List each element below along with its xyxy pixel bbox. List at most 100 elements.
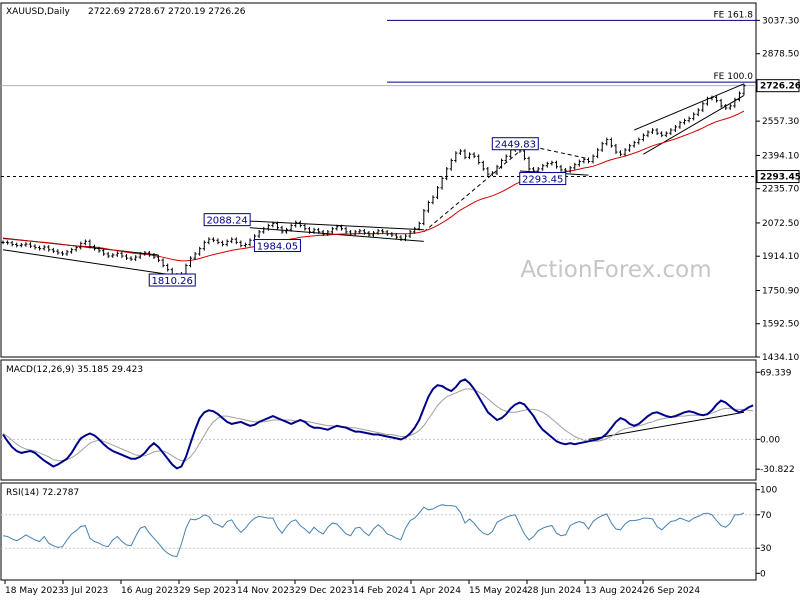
price-bar <box>623 148 627 157</box>
price-bar <box>655 128 659 136</box>
price-bar <box>394 233 398 240</box>
price-bar <box>317 227 321 234</box>
price-bar <box>458 149 463 156</box>
price-bar <box>554 160 559 169</box>
price-axis-tick-label: 2557.30 <box>762 117 799 127</box>
rsi-axis-tick-label: 70 <box>760 511 772 521</box>
low-1984-label: 1984.05 <box>257 242 298 253</box>
x-axis-tick-label: 14 Feb 2024 <box>353 586 409 596</box>
price-bar <box>234 237 238 245</box>
current-price-axis-label: 2726.26 <box>760 82 800 92</box>
price-bar <box>660 131 664 138</box>
price-bar <box>207 237 211 245</box>
price-bar <box>582 157 586 164</box>
price-bar <box>225 239 229 247</box>
price-bar <box>573 162 577 170</box>
price-bar <box>129 256 133 262</box>
price-bar <box>472 152 476 159</box>
price-bar <box>298 220 302 228</box>
price-bar <box>481 160 485 171</box>
price-bar <box>362 228 366 235</box>
x-axis-tick-label: 16 Aug 2023 <box>121 586 179 596</box>
price-bar <box>568 165 572 173</box>
price-bar <box>1 240 5 245</box>
price-bar <box>673 124 677 132</box>
price-bar <box>335 224 339 231</box>
price-bar <box>531 166 536 173</box>
price-bar <box>536 166 540 173</box>
rsi-panel <box>0 482 757 581</box>
price-bar <box>724 103 728 110</box>
price-bar <box>628 143 632 152</box>
macd-signal-line <box>2 388 754 462</box>
price-bar <box>445 166 449 181</box>
price-bar <box>294 220 298 228</box>
high-2449-label: 2449.83 <box>495 140 536 151</box>
support-axis-label: 2293.45 <box>760 173 800 183</box>
price-bar <box>271 221 275 228</box>
price-bar <box>28 242 33 249</box>
price-bar <box>591 154 595 164</box>
price-bar <box>463 149 467 160</box>
macd-axis-tick-label: 0.00 <box>760 435 780 445</box>
price-bar <box>243 242 248 248</box>
rsi-title: RSI(14) 72.2787 <box>6 488 79 498</box>
price-axis-tick-label: 2235.70 <box>762 185 799 195</box>
price-bar <box>65 249 69 256</box>
low-1810-label: 1810.26 <box>152 276 193 287</box>
price-bar <box>408 229 412 238</box>
price-bar <box>88 239 92 249</box>
price-bar <box>559 164 563 172</box>
price-bar <box>188 256 193 268</box>
x-axis-tick-label: 3 Jul 2023 <box>63 586 108 596</box>
price-bar <box>669 128 673 136</box>
fe-161-label: FE 161.8 <box>714 10 754 20</box>
price-bar <box>42 245 46 251</box>
price-bar <box>326 229 330 236</box>
price-bar <box>19 243 23 248</box>
price-bar <box>193 252 197 261</box>
price-bar <box>56 249 60 255</box>
rising-channel-lower <box>643 94 745 155</box>
price-bar <box>605 137 609 146</box>
ohlc-readout: 2722.69 2728.67 2720.19 2726.26 <box>88 7 246 17</box>
price-bar <box>275 221 280 230</box>
x-axis-tick-label: 29 Dec 2023 <box>295 586 353 596</box>
price-bar <box>349 229 353 236</box>
price-bar <box>682 118 687 125</box>
price-bar <box>705 96 710 106</box>
watermark: ActionForex.com <box>520 257 711 283</box>
price-bar <box>381 228 385 234</box>
price-axis-tick-label: 3037.30 <box>762 16 799 26</box>
macd-title: MACD(12,26,9) 35.185 29.423 <box>6 365 143 375</box>
price-bar <box>47 245 51 252</box>
price-bar <box>143 250 147 256</box>
price-bar <box>353 229 357 236</box>
price-bar <box>596 148 600 159</box>
price-bar <box>486 166 490 177</box>
price-bar <box>83 239 87 246</box>
high-2088-label-box <box>203 213 251 227</box>
price-bar <box>696 108 700 117</box>
price-bar <box>257 229 261 238</box>
price-bar <box>710 95 714 101</box>
x-axis-tick-label: 1 Apr 2024 <box>411 586 461 596</box>
price-bar <box>449 158 453 171</box>
price-bar <box>166 263 170 272</box>
price-bar <box>417 221 421 231</box>
price-bar <box>307 226 312 234</box>
price-bar <box>24 242 28 247</box>
price-bar <box>15 242 19 248</box>
price-bar <box>678 120 682 129</box>
price-bar <box>737 91 742 102</box>
price-bar <box>147 250 151 257</box>
rsi-axis-tick-label: 30 <box>760 544 772 554</box>
symbol-label: XAUUSD,Daily <box>6 7 70 17</box>
x-axis-tick-label: 18 May 2023 <box>5 586 64 596</box>
price-bar <box>545 161 549 168</box>
rising-channel-upper <box>634 83 745 131</box>
price-bar <box>312 227 316 234</box>
price-bar <box>692 112 696 121</box>
macd-panel <box>0 359 757 481</box>
price-axis-tick-label: 2394.10 <box>762 151 799 161</box>
